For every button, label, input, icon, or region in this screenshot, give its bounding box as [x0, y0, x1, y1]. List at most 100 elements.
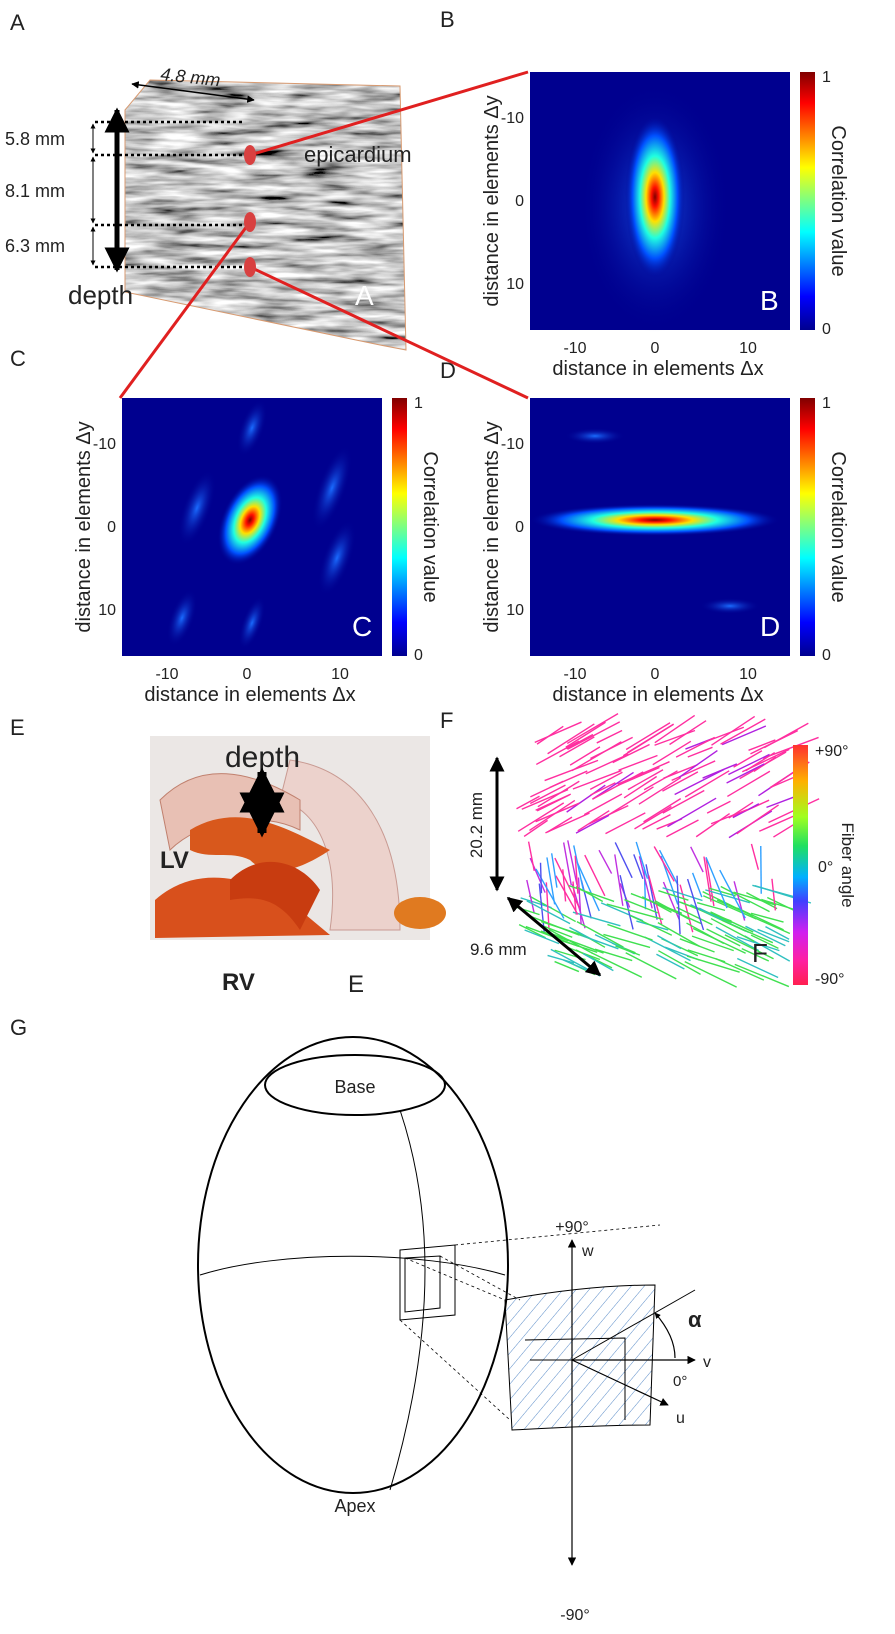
fiber — [547, 817, 572, 832]
tissue-block — [400, 1245, 455, 1320]
fiber — [696, 814, 729, 837]
side-lobe — [700, 598, 760, 614]
fiber — [636, 842, 647, 879]
fiber — [527, 880, 534, 913]
fiber — [578, 811, 609, 831]
fiber — [605, 813, 645, 834]
inset-label: E — [348, 971, 364, 998]
line-segment — [244, 145, 256, 165]
zero-angle: 0° — [673, 1373, 687, 1390]
fiber — [657, 936, 681, 949]
x-axis-label: distance in elements Δx — [552, 684, 763, 706]
colorbar — [392, 398, 407, 656]
fiber — [606, 787, 653, 816]
fiber — [627, 724, 673, 753]
fiber — [751, 913, 784, 922]
lv-label: LV — [160, 847, 189, 874]
y-axis-label: distance in elements Δy — [481, 421, 503, 632]
apex-label: Apex — [334, 1496, 375, 1516]
y-axis-label: distance in elements Δy — [73, 421, 95, 632]
height-label: 20.2 mm — [467, 792, 486, 858]
fiber — [663, 791, 704, 814]
fiber — [567, 714, 618, 744]
fiber — [619, 755, 658, 770]
meridian — [390, 1110, 425, 1490]
zoomed-block — [505, 1285, 655, 1430]
colorbar-tick: -90° — [815, 971, 845, 988]
y-tick-label: 10 — [506, 602, 524, 619]
fiber — [537, 726, 563, 744]
fiber — [679, 751, 717, 778]
y-tick-label: 10 — [98, 602, 116, 619]
line-segment — [400, 1320, 510, 1420]
colorbar-tick: 1 — [414, 395, 423, 412]
fiber — [529, 842, 535, 871]
panel-label: A — [10, 10, 25, 35]
fiber — [630, 915, 672, 935]
depth-title: depth — [68, 280, 133, 310]
fiber — [538, 781, 579, 806]
inset-label: A — [355, 280, 374, 311]
fiber — [675, 770, 724, 795]
fiber — [670, 721, 707, 745]
panel-e: depth LV RV E — [150, 736, 446, 998]
x-axis-label: distance in elements Δx — [144, 684, 355, 706]
vessel — [394, 897, 446, 929]
colorbar-tick: 0 — [822, 647, 831, 664]
colorbar-label: Correlation value — [827, 125, 849, 276]
bottom-angle: -90° — [560, 1607, 590, 1624]
colorbar-tick: 1 — [822, 69, 831, 86]
fiber — [711, 809, 748, 823]
fiber — [599, 850, 612, 873]
rv-label: RV — [222, 969, 255, 996]
panel-f: 20.2 mm 9.6 mm +90° 0° -90° Fiber angle … — [467, 714, 857, 988]
colorbar-label: Correlation value — [827, 451, 849, 602]
panel-label: C — [10, 346, 26, 371]
x-tick-label: -10 — [155, 666, 178, 683]
fiber — [585, 855, 605, 896]
colorbar-tick: 0 — [414, 647, 423, 664]
x-tick-label: 0 — [243, 666, 252, 683]
panel-label: E — [10, 715, 25, 740]
depth-title: depth — [225, 741, 300, 774]
fiber — [706, 857, 727, 908]
depth-label: 6.3 mm — [5, 236, 65, 256]
colorbar-label: Fiber angle — [838, 822, 857, 907]
ultrasound-volume — [120, 75, 410, 355]
fiber — [656, 954, 684, 969]
fiber — [579, 877, 582, 924]
fiber — [662, 772, 697, 791]
fiber — [595, 949, 632, 960]
x-tick-label: -10 — [563, 340, 586, 357]
fiber — [751, 844, 758, 870]
width-label: 9.6 mm — [470, 940, 527, 959]
fiber — [721, 719, 766, 744]
y-axis-label: distance in elements Δy — [481, 95, 503, 306]
x-tick-label: -10 — [563, 666, 586, 683]
y-tick-label: -10 — [93, 436, 116, 453]
x-tick-label: 10 — [739, 340, 757, 357]
y-tick-label: 10 — [506, 276, 524, 293]
fiber — [524, 820, 547, 836]
top-angle: +90° — [555, 1219, 589, 1236]
alpha-label: α — [688, 1307, 702, 1332]
panel-g — [198, 1037, 695, 1565]
fiber — [691, 847, 703, 872]
correlation-peak — [625, 115, 685, 279]
u-label: u — [676, 1410, 685, 1427]
alpha-arc — [655, 1313, 675, 1358]
panel-label: G — [10, 1015, 27, 1040]
inset-label: C — [352, 611, 372, 642]
fiber — [569, 927, 597, 942]
y-tick-label: 0 — [515, 519, 524, 536]
fiber — [529, 800, 574, 830]
line-segment — [244, 257, 256, 277]
correlation-peak — [530, 504, 780, 536]
panel-a: 4.8 mm 5.8 mm 8.1 mm 6.3 mm depth epicar… — [5, 64, 528, 398]
v-label: v — [703, 1354, 711, 1371]
x-tick-label: 0 — [651, 340, 660, 357]
